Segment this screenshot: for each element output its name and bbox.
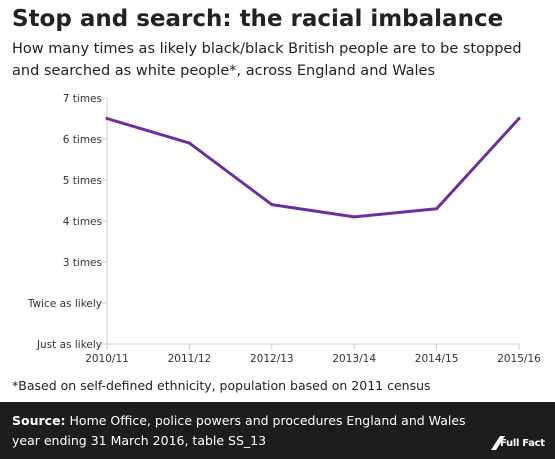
source-label: Source:: [12, 413, 66, 428]
source-footer: Source: Home Office, police powers and p…: [0, 402, 555, 459]
data-point: [187, 141, 191, 145]
x-tick-label: 2012/13: [250, 353, 294, 365]
y-tick-label: 4 times: [63, 216, 102, 228]
data-point: [270, 203, 274, 207]
data-point: [352, 215, 356, 219]
x-tick-label: 2011/12: [168, 353, 212, 365]
data-point: [435, 207, 439, 211]
chart-area: Just as likely Twice as likely 3 times 4 ti…: [27, 93, 541, 365]
full-fact-logo-icon: [491, 436, 505, 450]
y-tick-label: Twice as likely: [27, 298, 102, 310]
y-tick-label: 3 times: [63, 257, 102, 269]
series-line: [105, 117, 521, 219]
y-tick-label: 7 times: [63, 93, 102, 105]
y-tick-label: 6 times: [63, 134, 102, 146]
line-chart: Just as likely Twice as likely 3 times 4 ti…: [27, 93, 541, 365]
y-tick-label: 5 times: [63, 175, 102, 187]
x-tick-label: 2010/11: [85, 353, 129, 365]
y-tick-label: Just as likely: [36, 339, 102, 351]
data-point: [517, 117, 521, 120]
data-point: [105, 117, 109, 120]
full-fact-logo: Full Fact: [500, 438, 545, 449]
x-tick-label: 2015/16: [497, 353, 541, 365]
source-note: Source: Home Office, police powers and p…: [12, 411, 482, 451]
footnote: *Based on self-defined ethnicity, popula…: [12, 378, 431, 393]
chart-subtitle: How many times as likely black/black Bri…: [12, 41, 522, 79]
x-tick-label: 2013/14: [332, 353, 376, 365]
x-tick-label: 2014/15: [415, 353, 459, 365]
source-text: Home Office, police powers and procedure…: [12, 413, 466, 448]
chart-title: Stop and search: the racial imbalance: [12, 6, 504, 32]
